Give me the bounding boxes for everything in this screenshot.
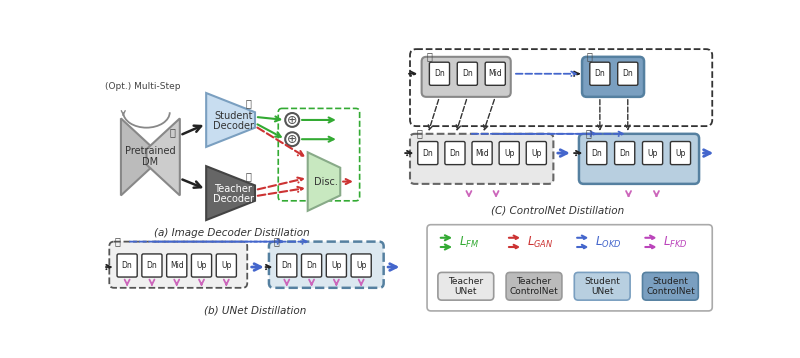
Text: Up: Up [331,261,342,270]
FancyBboxPatch shape [574,272,630,300]
Text: ⚿: ⚿ [587,51,593,61]
FancyBboxPatch shape [526,141,546,165]
Text: Teacher: Teacher [214,184,252,194]
FancyBboxPatch shape [642,141,662,165]
Text: Student: Student [214,111,253,121]
FancyBboxPatch shape [410,134,554,184]
Text: Dn: Dn [462,69,473,78]
FancyBboxPatch shape [472,141,492,165]
Polygon shape [308,152,340,211]
Text: Up: Up [647,149,658,158]
Text: Mid: Mid [475,149,489,158]
FancyBboxPatch shape [302,254,322,277]
Text: Teacher
ControlNet: Teacher ControlNet [510,277,558,296]
FancyBboxPatch shape [485,62,506,85]
Text: (b) UNet Distillation: (b) UNet Distillation [204,306,306,316]
FancyBboxPatch shape [277,254,297,277]
FancyBboxPatch shape [618,62,638,85]
Text: $L_{FKD}$: $L_{FKD}$ [663,235,688,250]
Text: Teacher
UNet: Teacher UNet [448,277,483,296]
Text: Up: Up [221,261,231,270]
FancyBboxPatch shape [216,254,237,277]
Text: Dn: Dn [450,149,460,158]
Text: Up: Up [356,261,366,270]
FancyBboxPatch shape [438,272,494,300]
Text: (C) ControlNet Distillation: (C) ControlNet Distillation [490,206,624,216]
FancyBboxPatch shape [579,134,699,184]
Text: Decoder: Decoder [213,194,254,204]
Text: Decoder: Decoder [213,121,254,131]
Text: ⚿: ⚿ [274,236,280,246]
Text: Dn: Dn [146,261,158,270]
FancyBboxPatch shape [422,57,510,97]
Text: Dn: Dn [594,69,606,78]
Text: Dn: Dn [619,149,630,158]
FancyBboxPatch shape [430,62,450,85]
Text: $L_{FM}$: $L_{FM}$ [459,235,479,250]
FancyBboxPatch shape [191,254,211,277]
Text: (a) Image Decoder Distillation: (a) Image Decoder Distillation [154,228,310,238]
Text: $L_{OKD}$: $L_{OKD}$ [595,235,622,250]
FancyBboxPatch shape [326,254,346,277]
Polygon shape [146,118,180,195]
Text: Up: Up [675,149,686,158]
Text: Dn: Dn [422,149,434,158]
Text: ⚿: ⚿ [169,127,175,137]
FancyBboxPatch shape [427,225,712,311]
FancyBboxPatch shape [458,62,478,85]
Text: Up: Up [196,261,206,270]
FancyBboxPatch shape [166,254,187,277]
Polygon shape [206,166,255,220]
FancyBboxPatch shape [670,141,690,165]
Text: ⚿: ⚿ [114,236,120,246]
Circle shape [286,132,299,146]
Text: Pretrained: Pretrained [125,146,176,156]
Text: Dn: Dn [622,69,633,78]
FancyBboxPatch shape [590,62,610,85]
FancyBboxPatch shape [586,141,607,165]
Text: Up: Up [531,149,542,158]
FancyBboxPatch shape [614,141,634,165]
Text: ⚿: ⚿ [416,128,422,138]
FancyBboxPatch shape [269,242,384,288]
Circle shape [286,113,299,127]
Text: ⚿: ⚿ [246,171,252,181]
Polygon shape [121,118,154,195]
Text: Dn: Dn [434,69,445,78]
Text: $L_{GAN}$: $L_{GAN}$ [527,235,554,250]
FancyBboxPatch shape [582,57,644,97]
Text: (Opt.) Multi-Step: (Opt.) Multi-Step [105,82,180,91]
Text: Dn: Dn [591,149,602,158]
Text: ⚿: ⚿ [586,128,591,138]
FancyBboxPatch shape [117,254,138,277]
Text: Mid: Mid [170,261,184,270]
FancyBboxPatch shape [499,141,519,165]
Text: Mid: Mid [488,69,502,78]
Text: ⚿: ⚿ [426,51,432,61]
FancyBboxPatch shape [110,242,247,288]
Text: Disc.: Disc. [314,176,338,187]
Text: Dn: Dn [306,261,317,270]
Text: Dn: Dn [122,261,133,270]
Text: ⚿: ⚿ [246,98,252,108]
Text: Student
UNet: Student UNet [584,277,620,296]
Text: Dn: Dn [282,261,292,270]
Text: ⊕: ⊕ [287,134,298,146]
FancyBboxPatch shape [351,254,371,277]
Text: ⊕: ⊕ [287,114,298,127]
Text: Up: Up [504,149,514,158]
Polygon shape [206,93,255,147]
FancyBboxPatch shape [445,141,465,165]
FancyBboxPatch shape [642,272,698,300]
FancyBboxPatch shape [506,272,562,300]
FancyBboxPatch shape [142,254,162,277]
FancyBboxPatch shape [418,141,438,165]
Text: Student
ControlNet: Student ControlNet [646,277,694,296]
Text: DM: DM [142,157,158,167]
